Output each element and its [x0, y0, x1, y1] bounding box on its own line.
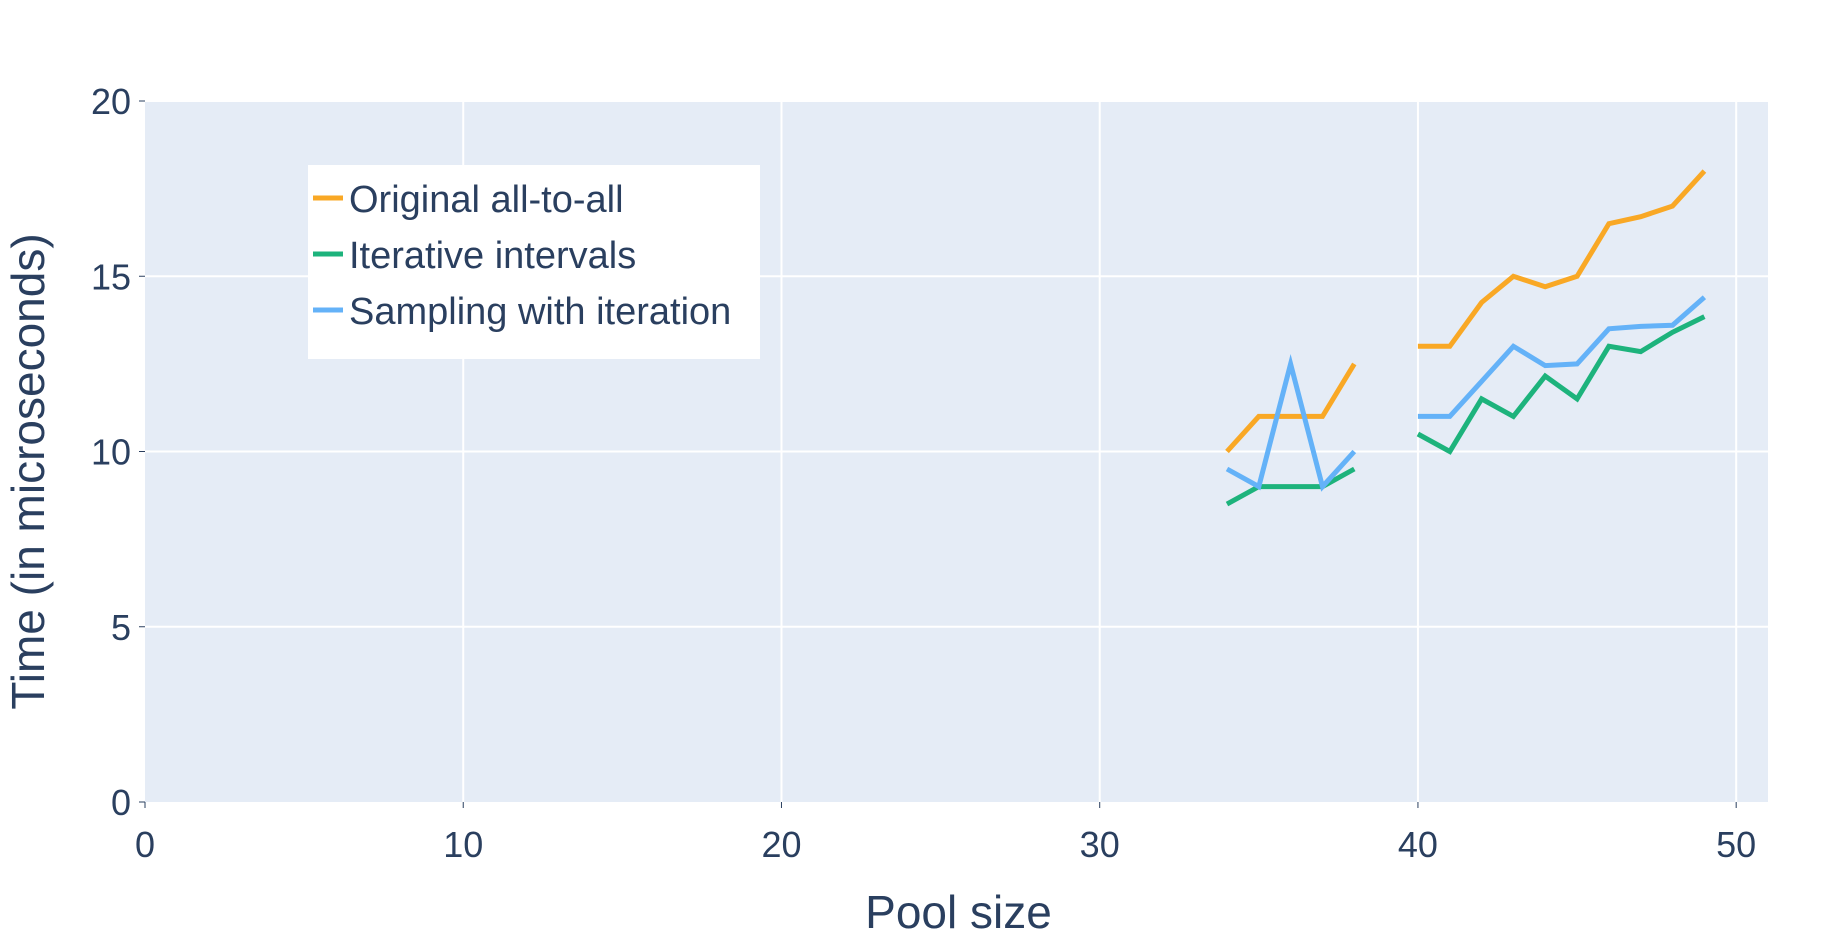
- y-axis-title: Time (in microseconds): [2, 233, 54, 709]
- series-line: [1225, 314, 1706, 507]
- legend[interactable]: Original all-to-all Iterative intervals Sa…: [308, 165, 760, 359]
- x-tick-label: 20: [761, 824, 801, 865]
- x-tick-label: 40: [1398, 824, 1438, 865]
- y-tick-label: 10: [91, 432, 131, 473]
- x-tick-label: 10: [443, 824, 483, 865]
- x-tick-label: 0: [135, 824, 155, 865]
- legend-background: [308, 165, 760, 359]
- legend-label[interactable]: Original all-to-all: [349, 179, 624, 221]
- series-line: [1225, 169, 1707, 454]
- legend-label[interactable]: Sampling with iteration: [349, 291, 731, 333]
- x-tick-label: 30: [1080, 824, 1120, 865]
- x-tick-label: 50: [1716, 824, 1756, 865]
- series-line: [1225, 295, 1707, 492]
- series-lines: [1225, 169, 1707, 507]
- y-tick-label: 0: [111, 782, 131, 823]
- x-axis-title: Pool size: [865, 886, 1052, 933]
- x-axis: 0 10 20 30 40 50: [135, 802, 1756, 865]
- y-tick-label: 15: [91, 256, 131, 297]
- y-tick-label: 5: [111, 607, 131, 648]
- legend-label[interactable]: Iterative intervals: [349, 235, 636, 277]
- y-axis: 0 5 10 15 20: [91, 81, 145, 823]
- y-tick-label: 20: [91, 81, 131, 122]
